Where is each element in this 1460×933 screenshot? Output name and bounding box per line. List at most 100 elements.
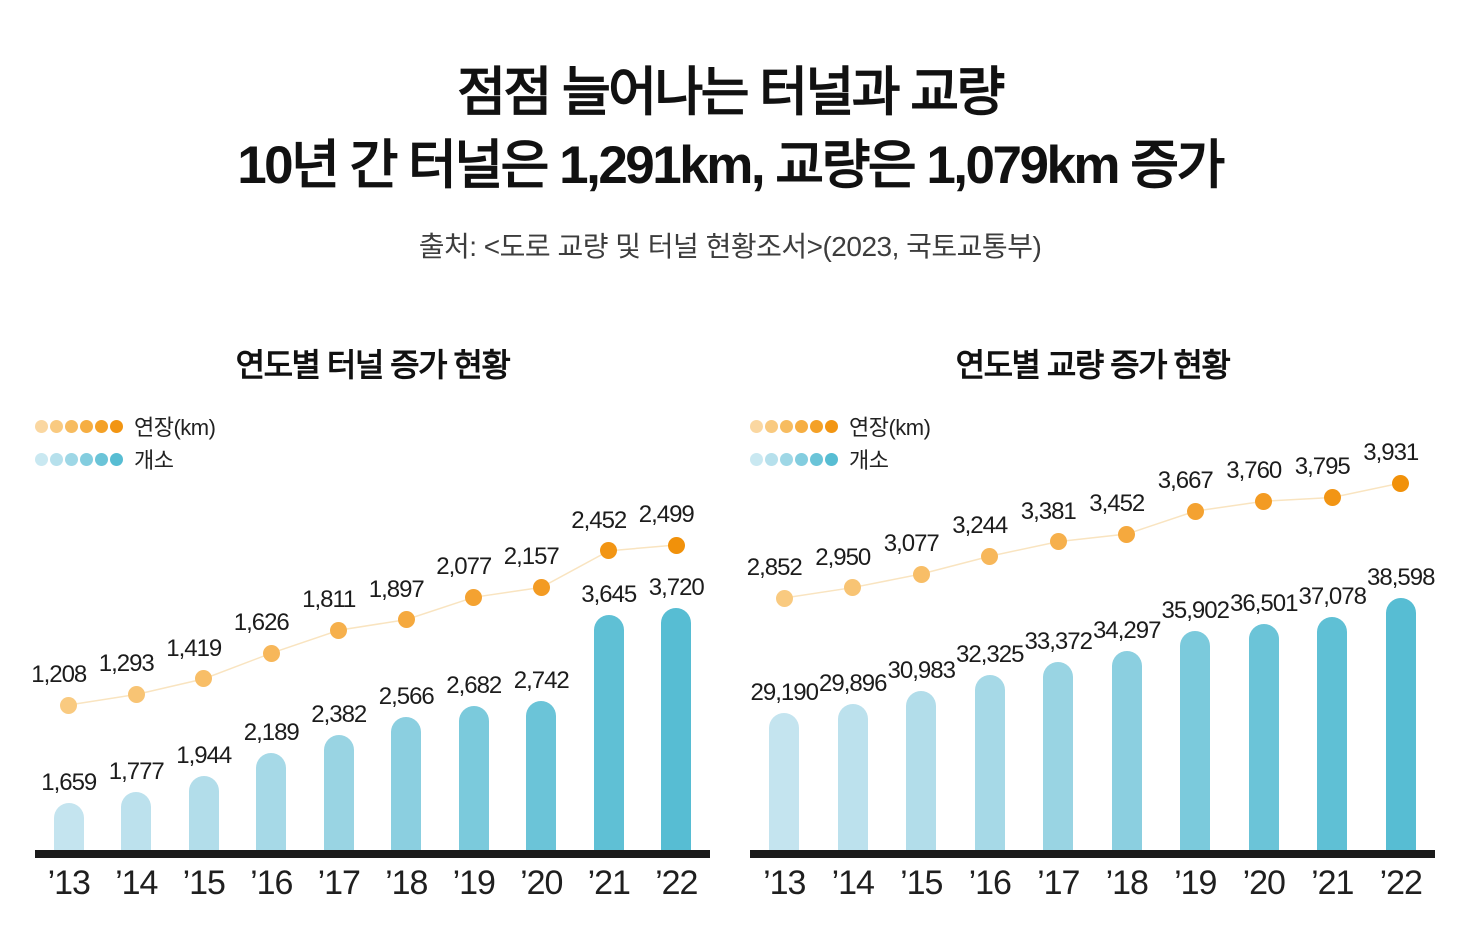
count-value-label: 35,902	[1161, 596, 1230, 624]
header: 점점 늘어나는 터널과 교량 10년 간 터널은 1,291km, 교량은 1,…	[0, 56, 1460, 265]
count-legend-dots	[750, 452, 840, 466]
count-bar	[593, 615, 624, 850]
legend-dot	[780, 452, 793, 466]
year-label: ’13	[763, 864, 806, 902]
legend-row-count: 개소	[750, 447, 930, 473]
length-dot	[532, 578, 550, 596]
count-bar	[1385, 598, 1416, 850]
length-value-label: 1,419	[166, 634, 222, 662]
legend-dot	[110, 419, 123, 433]
count-value-label: 1,659	[41, 769, 97, 796]
count-value-label: 38,598	[1367, 564, 1435, 591]
length-dot	[844, 579, 862, 597]
count-bar	[1317, 616, 1348, 850]
length-value-label: 2,157	[503, 543, 560, 571]
year-label: ’15	[900, 864, 943, 902]
length-dot	[60, 696, 78, 714]
count-legend-label: 개소	[134, 448, 174, 473]
length-value-label: 1,811	[302, 586, 356, 614]
legend-row-length: 연장(km)	[35, 414, 216, 440]
year-label: ’20	[520, 864, 563, 902]
length-legend-dots	[35, 419, 125, 433]
bridge-legend: 연장(km) 개소	[750, 414, 931, 480]
x-axis-line	[35, 850, 710, 858]
legend-dot	[825, 419, 838, 433]
length-dot	[775, 589, 793, 607]
year-label: ’21	[587, 864, 631, 902]
count-value-label: 3,720	[648, 574, 705, 601]
legend-dot	[50, 419, 63, 433]
count-bar	[121, 791, 152, 850]
year-label: ’14	[115, 864, 158, 902]
length-legend-label: 연장(km)	[134, 415, 216, 440]
count-value-label: 2,189	[243, 718, 300, 746]
year-label: ’18	[1105, 864, 1149, 902]
count-bar	[1180, 630, 1211, 850]
length-dot	[981, 547, 999, 565]
length-dot	[1118, 525, 1136, 543]
bridge-plot-area: 29,190 2,852 ’13 29,896 2,950 ’14 30,983 3,077 ’…	[747, 330, 1436, 910]
length-dot	[600, 542, 618, 560]
count-bar	[323, 734, 354, 850]
count-bar	[769, 713, 800, 850]
tunnel-chart: 연도별 터널 증가 현황 연장(km) 개소 1,659 1,208 ’13 1,77…	[31, 330, 710, 910]
legend-dot	[750, 419, 763, 433]
legend-dot	[65, 452, 78, 466]
year-label: ’22	[1379, 864, 1423, 902]
main-title-line-2: 10년 간 터널은 1,291km, 교량은 1,079km 증가	[237, 136, 1225, 195]
legend-dot	[80, 419, 93, 433]
length-legend-dots	[750, 419, 840, 433]
year-label: ’17	[317, 864, 361, 902]
length-value-label: 3,795	[1294, 453, 1351, 481]
length-dot	[330, 621, 348, 639]
length-value-label: 3,244	[952, 512, 1008, 540]
legend-dot	[65, 419, 78, 433]
count-bar	[391, 717, 422, 850]
count-bar	[53, 803, 84, 850]
legend-dot	[795, 452, 808, 466]
legend-row-count: 개소	[35, 447, 215, 473]
count-value-label: 2,566	[378, 683, 435, 711]
length-dot	[912, 565, 930, 583]
count-bar	[1111, 650, 1142, 850]
year-label: ’17	[1037, 864, 1080, 902]
count-value-label: 2,382	[311, 700, 367, 728]
legend-dot	[765, 419, 778, 433]
count-value-label: 37,078	[1298, 582, 1367, 610]
count-value-label: 3,645	[581, 581, 637, 609]
count-value-label: 29,896	[819, 670, 887, 698]
bridge-chart-title: 연도별 교량 증가 현황	[955, 347, 1231, 383]
tunnel-chart-title: 연도별 터널 증가 현황	[235, 347, 511, 383]
legend-dot	[110, 452, 123, 466]
tunnel-legend: 연장(km) 개소	[35, 414, 216, 480]
bridge-chart: 연도별 교량 증가 현황 연장(km) 개소 29,190 2,852’13 29,…	[747, 330, 1436, 910]
year-label: ’21	[1311, 864, 1354, 902]
year-label: ’20	[1242, 864, 1286, 902]
main-title-line-1: 점점 늘어나는 터널과 교량	[457, 63, 1005, 122]
legend-dot	[810, 452, 823, 466]
length-dot	[127, 685, 145, 703]
length-value-label: 2,950	[815, 543, 871, 571]
length-value-label: 3,931	[1363, 439, 1419, 466]
legend-dot	[795, 419, 808, 433]
count-value-label: 1,777	[108, 757, 165, 785]
length-dot	[1255, 492, 1273, 510]
length-value-label: 2,852	[746, 554, 803, 581]
count-bar	[526, 700, 557, 850]
length-dot	[1323, 488, 1341, 506]
count-bar	[256, 752, 287, 850]
length-value-label: 2,499	[638, 501, 695, 528]
length-value-label: 2,452	[571, 506, 627, 534]
legend-dot	[750, 452, 763, 466]
count-bar	[1043, 661, 1074, 850]
length-value-label: 2,077	[436, 553, 492, 581]
length-legend-label: 연장(km)	[849, 415, 931, 440]
count-bar	[906, 691, 937, 850]
count-bar	[1248, 623, 1279, 850]
count-legend-dots	[35, 452, 125, 466]
tunnel-plot-area: 1,659 1,208 ’13 1,777 1,293 ’14 1,944 1,419 ’15 2…	[31, 330, 710, 910]
count-value-label: 36,501	[1230, 589, 1298, 617]
length-dot	[397, 611, 415, 629]
legend-dot	[810, 419, 823, 433]
